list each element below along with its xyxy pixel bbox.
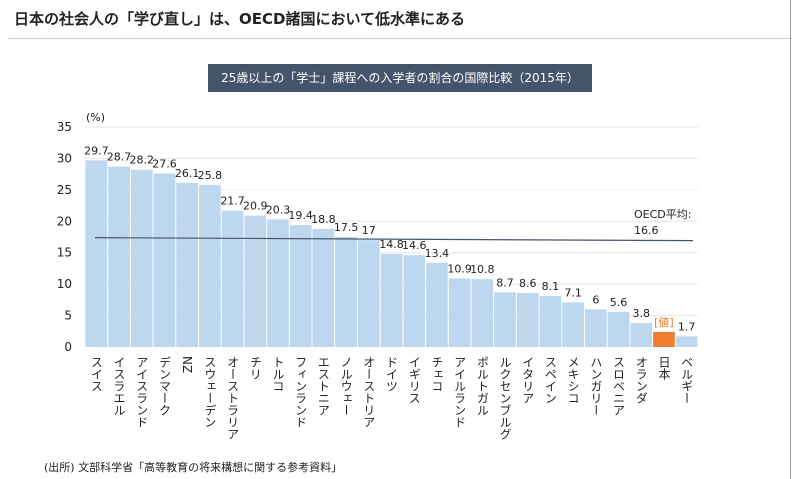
y-tick-label: 10 xyxy=(57,277,72,291)
y-axis-unit: (%) xyxy=(86,111,105,124)
source-note: (出所) 文部科学省「高等教育の将来構想に関する参考資料」 xyxy=(44,461,343,474)
page-title: 日本の社会人の「学び直し」は、OECD諸国において低水準にある xyxy=(14,10,466,28)
category-label: スウェーデン xyxy=(203,356,217,428)
bar xyxy=(108,166,130,347)
category-label: オーストラリア xyxy=(226,356,240,440)
bar xyxy=(221,210,244,347)
data-label: 8.7 xyxy=(496,276,514,289)
y-tick-label: 25 xyxy=(57,183,72,197)
data-label: 10.9 xyxy=(447,262,472,275)
data-label: 14.6 xyxy=(402,239,427,252)
bar xyxy=(539,296,562,347)
data-label: 7.1 xyxy=(564,286,582,299)
bar xyxy=(267,219,289,347)
y-tick-label: 5 xyxy=(64,309,72,323)
bar xyxy=(85,160,108,347)
data-label: 21.7 xyxy=(220,195,245,208)
data-label: 13.4 xyxy=(425,247,450,260)
category-label: イスラエル xyxy=(112,356,126,416)
category-label: 日本 xyxy=(657,356,671,381)
data-label: 14.8 xyxy=(379,238,404,251)
category-label: オーストリア xyxy=(362,356,376,428)
category-label: イギリス xyxy=(407,356,421,404)
chart-title: 25歳以上の「学士」課程への入学者の割合の国際比較（2015年） xyxy=(208,64,592,92)
category-label: チリ xyxy=(248,356,262,380)
bar xyxy=(584,309,607,347)
bar xyxy=(130,169,153,347)
oecd-average-line xyxy=(94,237,694,242)
data-label: 6 xyxy=(592,293,599,306)
bar xyxy=(335,237,357,347)
category-label: スロベニア xyxy=(612,356,626,416)
data-label: 20.3 xyxy=(266,203,291,216)
category-label: スペイン xyxy=(543,356,557,404)
category-label: イタリア xyxy=(521,356,535,404)
data-label: 5.6 xyxy=(610,296,628,309)
data-label: 26.1 xyxy=(175,167,200,180)
data-label: 17.5 xyxy=(334,221,359,234)
average-label: OECD平均: xyxy=(634,208,691,221)
bar xyxy=(471,279,494,347)
data-label: 29.7 xyxy=(84,144,109,157)
category-label: ルクセンブルグ xyxy=(498,356,512,440)
average-value: 16.6 xyxy=(634,224,659,237)
bar xyxy=(244,215,267,347)
bar xyxy=(562,302,584,347)
data-label: 8.1 xyxy=(542,280,560,293)
data-label: 1.7 xyxy=(678,320,696,333)
bar xyxy=(653,331,675,347)
bar xyxy=(403,255,426,347)
bar xyxy=(630,323,653,347)
y-tick-label: 30 xyxy=(57,151,72,165)
bar xyxy=(675,336,698,347)
y-tick-label: 15 xyxy=(57,246,72,260)
bar xyxy=(357,240,380,347)
data-label: 3.8 xyxy=(632,307,650,320)
bar xyxy=(426,262,448,347)
bar xyxy=(516,292,539,347)
data-label: 18.8 xyxy=(311,213,336,226)
y-tick-label: 0 xyxy=(64,340,72,354)
data-label: 8.6 xyxy=(519,277,537,290)
data-label: 25.8 xyxy=(198,169,223,182)
bar xyxy=(607,311,630,347)
data-label: 17 xyxy=(362,224,376,237)
category-label: NZ xyxy=(180,356,194,373)
category-label: ハンガリー xyxy=(589,356,603,416)
data-label: 10.8 xyxy=(470,263,495,276)
category-label: ノルウェー xyxy=(339,356,353,416)
category-label: アイルランド xyxy=(453,356,467,428)
bar xyxy=(176,182,199,347)
category-label: チェコ xyxy=(430,356,444,392)
bar xyxy=(199,184,221,347)
category-label: フィンランド xyxy=(294,356,308,428)
y-tick-label: 35 xyxy=(57,120,72,134)
bar xyxy=(380,253,403,347)
category-label: トルコ xyxy=(271,356,285,392)
bar xyxy=(494,292,516,347)
category-label: デンマーク xyxy=(157,356,171,416)
category-label: アイスランド xyxy=(135,356,149,428)
data-label: 20.9 xyxy=(243,200,268,213)
bar xyxy=(153,173,176,347)
bar xyxy=(448,278,471,347)
data-label: 19.4 xyxy=(288,209,313,222)
data-label: [値] xyxy=(654,316,674,329)
data-label: 28.7 xyxy=(107,151,132,164)
category-label: ベルギー xyxy=(680,356,694,404)
bar xyxy=(289,225,312,347)
category-label: スイス xyxy=(89,356,103,392)
category-label: エストニア xyxy=(316,356,330,416)
right-border xyxy=(790,0,791,479)
title-divider xyxy=(8,38,792,39)
y-tick-label: 20 xyxy=(57,214,72,228)
data-label: 28.2 xyxy=(130,154,155,167)
data-label: 27.6 xyxy=(152,158,177,171)
category-label: メキシコ xyxy=(566,356,580,404)
bar xyxy=(312,228,335,347)
category-label: オランダ xyxy=(634,356,648,404)
category-label: ドイツ xyxy=(385,356,399,392)
category-label: ポルトガル xyxy=(475,356,489,416)
